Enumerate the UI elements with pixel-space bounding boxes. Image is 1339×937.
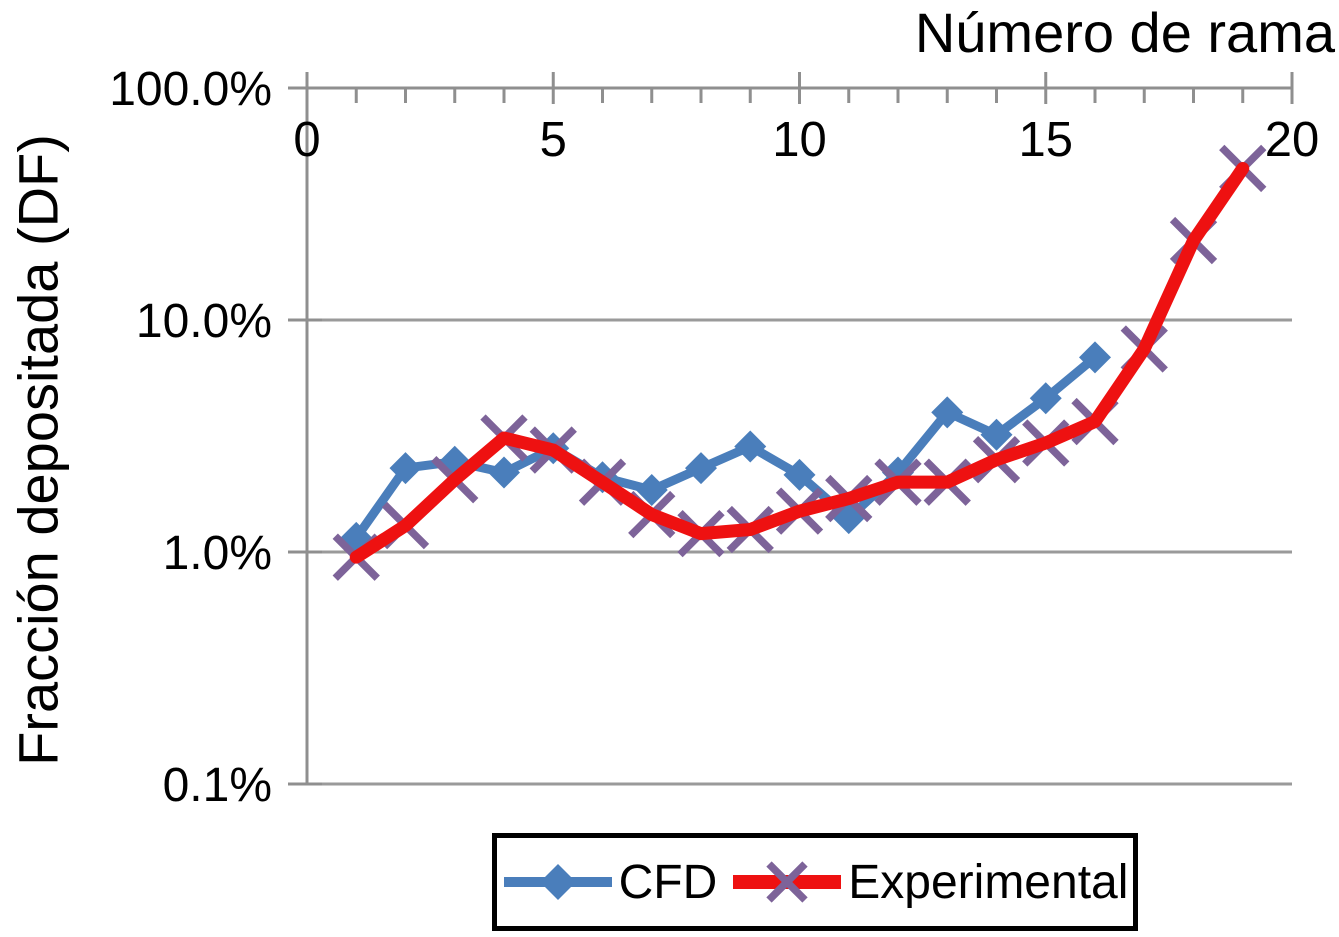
x-tick-label: 10 [772,113,827,167]
series-cfd-marker [635,474,668,507]
x-tick-label: 0 [293,113,320,167]
legend-label-experimental: Experimental [848,855,1129,909]
legend-label-cfd: CFD [618,855,718,909]
y-tick-label: 100.0% [109,63,272,116]
legend-marker-sample [539,864,576,900]
y-tick-label: 1.0% [163,527,272,580]
series-cfd-marker [685,452,717,485]
series-cfd-marker [1079,341,1111,374]
legend-item-cfd: CFD [502,855,718,910]
series-cfd-marker [734,430,767,463]
series-cfd-marker [1029,382,1062,415]
legend-item-experimental: Experimental [731,855,1128,910]
series-cfd-marker [931,396,964,429]
legend: CFD Experimental [492,833,1138,931]
x-axis-title: Número de rama [914,1,1335,64]
y-tick-label: 10.0% [136,295,272,348]
x-tick-label: 15 [1018,113,1073,167]
series-cfd-marker [389,452,422,485]
x-tick-label: 20 [1265,113,1320,167]
legend-marker-sample [766,861,808,903]
experimental-line-x-icon [733,861,842,903]
series-cfd-marker [783,458,816,491]
series-cfd-marker [980,418,1013,451]
series-cfd-marker [488,456,520,489]
y-tick-label: 0.1% [163,759,272,812]
cfd-line-diamond-icon [503,864,612,900]
series-experimental-line [349,161,1250,564]
x-tick-label: 5 [540,113,567,167]
